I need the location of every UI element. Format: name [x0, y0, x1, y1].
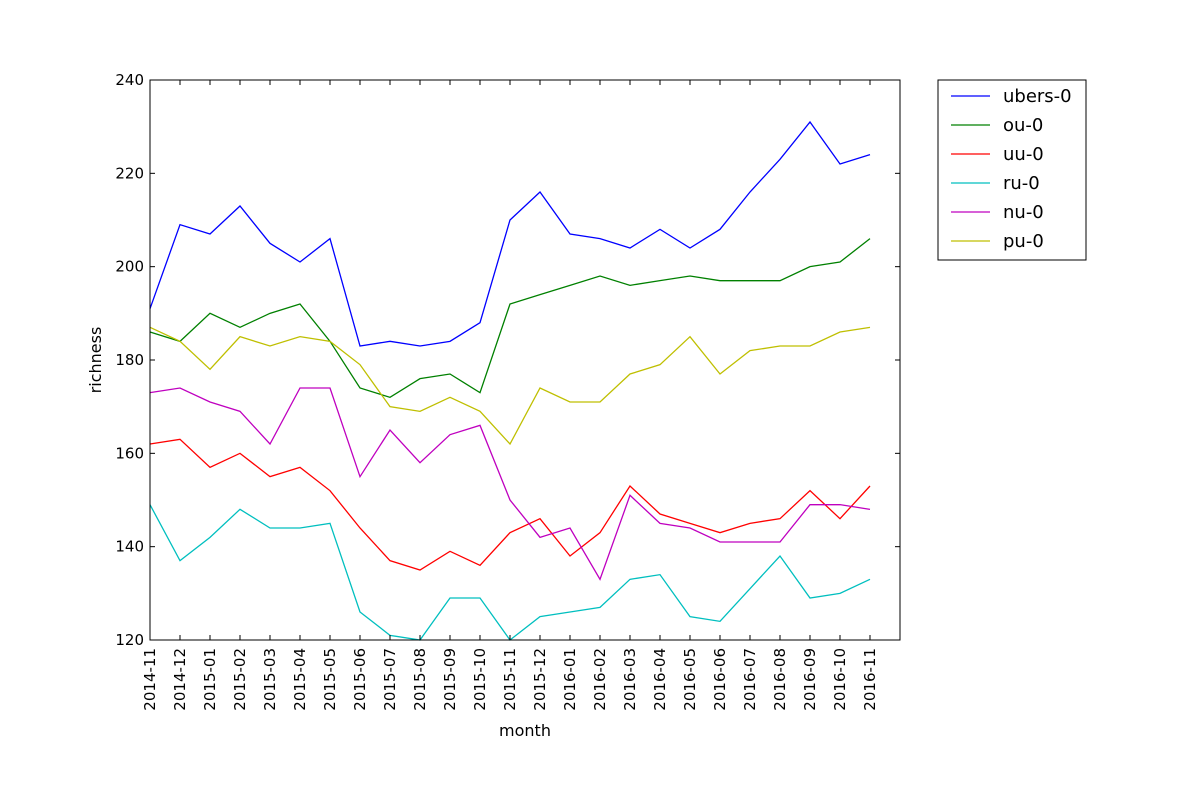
y-axis-title: richness: [86, 327, 105, 394]
x-tick-label: 2015-07: [381, 648, 399, 711]
series-line-uu-0: [149, 438, 871, 571]
plot-frame: [149, 79, 901, 641]
y-tick-label: 200: [115, 258, 144, 276]
legend-label-nu-0: nu-0: [1003, 202, 1044, 223]
legend-label-ou-0: ou-0: [1003, 115, 1043, 136]
legend: ubers-0 ou-0 uu-0 ru-0 nu-0 pu-0: [937, 79, 1087, 261]
x-tick-label: 2014-11: [141, 648, 159, 711]
x-tick-label: 2014-12: [171, 648, 189, 711]
y-axis: 120 140 160 180 200 220 240: [115, 71, 900, 649]
series-line-pu-0: [149, 326, 871, 446]
x-tick-label: 2016-08: [771, 648, 789, 711]
x-tick-label: 2016-03: [621, 648, 639, 711]
x-tick-label: 2015-05: [321, 648, 339, 711]
y-tick-label: 180: [115, 351, 144, 369]
x-tick-label: 2015-02: [231, 648, 249, 711]
x-tick-label: 2016-10: [831, 648, 849, 711]
series-line-ubers-0: [149, 120, 871, 347]
x-tick-label: 2016-04: [651, 648, 669, 711]
x-axis-title: month: [499, 721, 551, 740]
x-tick-label: 2015-04: [291, 648, 309, 711]
x-axis: 2014-11 2014-12 2015-01 2015-02 2015-03 2015-…: [141, 80, 879, 711]
x-tick-label: 2015-11: [501, 648, 519, 711]
series-layer: [149, 120, 871, 641]
x-tick-label: 2016-09: [801, 648, 819, 711]
y-tick-label: 160: [115, 444, 144, 462]
x-tick-label: 2015-12: [531, 648, 549, 711]
series-line-nu-0: [149, 387, 871, 581]
y-tick-label: 140: [115, 538, 144, 556]
x-tick-label: 2016-02: [591, 648, 609, 711]
x-tick-label: 2015-09: [441, 648, 459, 711]
x-tick-label: 2016-01: [561, 648, 579, 711]
y-tick-label: 220: [115, 164, 144, 182]
x-tick-label: 2015-10: [471, 648, 489, 711]
x-tick-label: 2016-05: [681, 648, 699, 711]
series-line-ou-0: [149, 238, 871, 399]
legend-label-uu-0: uu-0: [1003, 144, 1044, 165]
series-line-ru-0: [149, 504, 871, 641]
x-tick-label: 2015-06: [351, 648, 369, 711]
y-tick-label: 120: [115, 631, 144, 649]
x-tick-label: 2016-06: [711, 648, 729, 711]
legend-label-ru-0: ru-0: [1003, 173, 1040, 194]
x-tick-label: 2015-01: [201, 648, 219, 711]
x-tick-label: 2015-08: [411, 648, 429, 711]
legend-label-pu-0: pu-0: [1003, 231, 1044, 252]
legend-label-ubers-0: ubers-0: [1003, 86, 1072, 107]
x-tick-label: 2016-11: [861, 648, 879, 711]
y-tick-label: 240: [115, 71, 144, 89]
x-tick-label: 2015-03: [261, 648, 279, 711]
x-tick-label: 2016-07: [741, 648, 759, 711]
legend-box: [937, 79, 1087, 261]
